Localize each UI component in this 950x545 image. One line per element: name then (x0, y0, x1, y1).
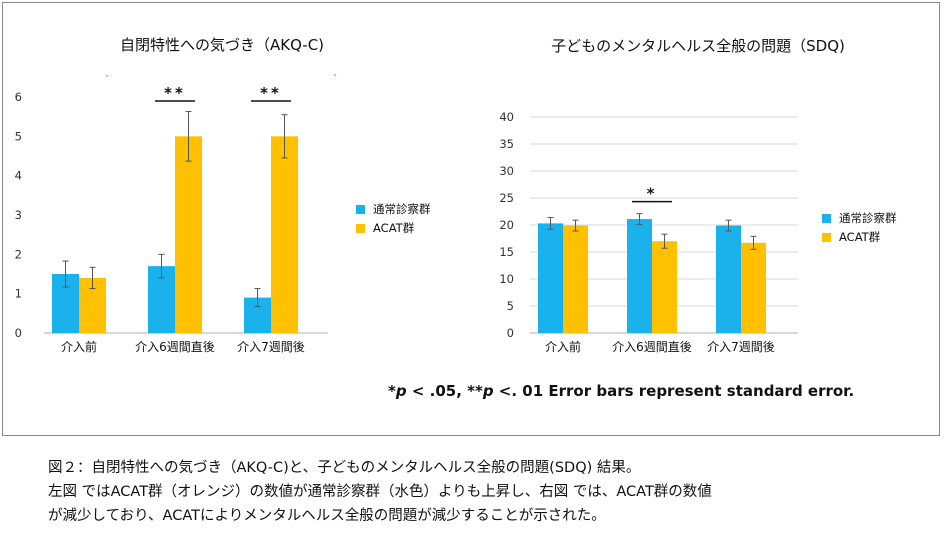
y-tick-label: 5 (15, 129, 22, 143)
significance-marker: ** (164, 84, 186, 102)
y-tick-label: 10 (499, 272, 514, 286)
y-tick-label: 20 (499, 218, 514, 232)
legend-label: 通常診察群 (839, 211, 897, 225)
decor-tick (333, 73, 337, 77)
caption-line-3: が減少しており、ACATによりメンタルヘルス全般の問題が減少することが示された。 (48, 508, 606, 524)
chart-title: 子どものメンタルヘルス全般の問題（SDQ) (551, 37, 845, 55)
chart-title: 自閉特性への気づき（AKQ-C) (120, 36, 324, 54)
x-category-label: 介入6週間直後 (135, 340, 215, 354)
legend-swatch (356, 205, 365, 214)
sdq-chart: 子どものメンタルヘルス全般の問題（SDQ) 0 5 10 15 20 25 30 35 40 介入前… (499, 37, 897, 354)
y-tick-label: 2 (15, 247, 22, 261)
caption-line-2: 左図 ではACAT群（オレンジ）の数値が通常診察群（水色）よりも上昇し、右図 で… (48, 484, 712, 500)
y-tick-label: 30 (499, 164, 514, 178)
x-category-label: 介入6週間直後 (612, 340, 692, 354)
bar-series-1 (538, 223, 563, 333)
y-tick-label: 3 (15, 208, 22, 222)
y-tick-label: 4 (15, 169, 22, 183)
y-tick-label: 15 (499, 245, 514, 259)
figure-caption: 図２：自閉特性への気づき（AKQ-C)と、子どものメンタルヘルス全般の問題(SD… (48, 456, 928, 528)
bar-series-2 (741, 242, 766, 333)
y-tick-label: 6 (15, 90, 22, 104)
legend-label: 通常診察群 (373, 202, 431, 216)
bar-series-2 (652, 241, 677, 333)
figure-frame (2, 2, 940, 436)
y-tick-label: 0 (507, 326, 514, 340)
x-category-label: 介入7週間後 (707, 340, 775, 354)
y-tick-label: 1 (15, 287, 22, 301)
bar-series-2 (175, 136, 202, 333)
legend-swatch (822, 214, 831, 223)
y-tick-label: 5 (507, 299, 514, 313)
y-tick-label: 0 (15, 326, 22, 340)
decor-tick (105, 74, 109, 78)
caption-line-1: 図２：自閉特性への気づき（AKQ-C)と、子どものメンタルヘルス全般の問題(SD… (48, 460, 641, 476)
bar-series-2 (563, 225, 588, 333)
significance-marker: * (647, 185, 658, 203)
y-tick-label: 35 (499, 137, 514, 151)
legend-label: ACAT群 (373, 221, 415, 235)
akq-chart: 自閉特性への気づき（AKQ-C) 0 1 2 3 4 5 6 介入前 介入6週間直後 介入7週間後 *… (15, 36, 431, 354)
x-category-label: 介入7週間後 (237, 340, 305, 354)
bar-series-1 (627, 219, 652, 333)
bar-series-2 (271, 136, 298, 333)
y-tick-label: 25 (499, 191, 514, 205)
legend-label: ACAT群 (839, 230, 881, 244)
statistics-note: *p < .05, **p <. 01 Error bars represent… (388, 382, 855, 400)
bar-series-1 (716, 225, 741, 333)
x-category-label: 介入前 (61, 339, 97, 354)
x-category-label: 介入前 (545, 339, 581, 354)
y-tick-label: 40 (499, 110, 514, 124)
legend-swatch (356, 224, 365, 233)
significance-marker: ** (260, 84, 282, 102)
legend-swatch (822, 233, 831, 242)
